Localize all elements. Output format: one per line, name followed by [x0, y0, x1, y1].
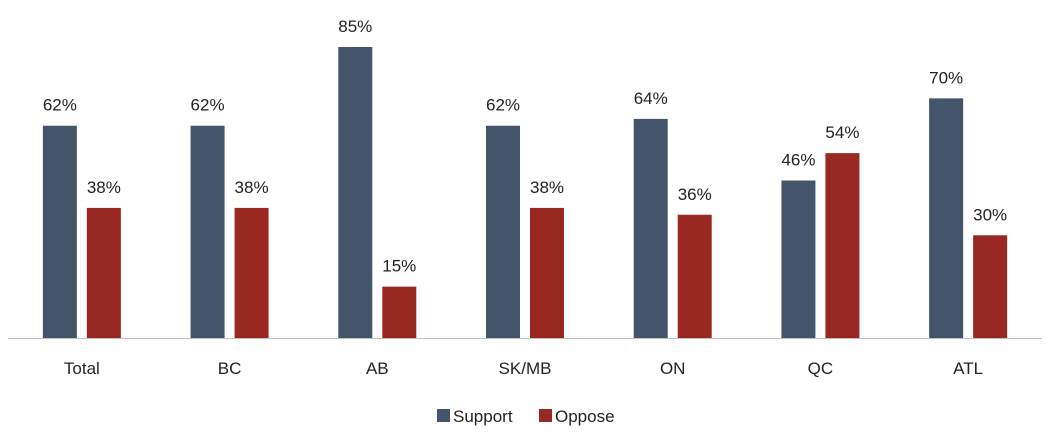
- x-tick-label: Total: [64, 359, 100, 378]
- data-label-oppose-sk-mb: 38%: [530, 178, 564, 197]
- x-axis-tick-labels: Total BC AB SK/MB ON QC ATL: [64, 359, 983, 378]
- bar-oppose-on: [677, 214, 712, 338]
- bar-support-on: [633, 118, 668, 338]
- data-label-oppose-atl: 30%: [973, 205, 1007, 224]
- legend-swatch-support: [437, 409, 450, 422]
- bars-layer: [42, 47, 1008, 339]
- data-label-support-sk-mb: 62%: [486, 96, 520, 115]
- bar-oppose-sk-mb: [530, 207, 564, 338]
- bar-support-ab: [338, 47, 373, 338]
- data-label-support-on: 64%: [634, 89, 668, 108]
- bar-support-bc: [190, 125, 225, 338]
- x-tick-label: ON: [660, 359, 686, 378]
- bar-support-sk-mb: [486, 125, 520, 338]
- data-label-support-ab: 85%: [338, 17, 372, 36]
- data-label-support-bc: 62%: [191, 96, 225, 115]
- data-label-oppose-total: 38%: [87, 178, 121, 197]
- data-label-support-atl: 70%: [929, 68, 963, 87]
- x-tick-label: ATL: [953, 359, 983, 378]
- data-label-oppose-bc: 38%: [235, 178, 269, 197]
- bar-support-total: [42, 125, 77, 338]
- legend: Support Oppose: [437, 407, 615, 426]
- legend-label-oppose: Oppose: [555, 407, 615, 426]
- bar-support-qc: [781, 180, 816, 338]
- x-tick-label: SK/MB: [499, 359, 552, 378]
- data-label-support-total: 62%: [43, 96, 77, 115]
- bar-oppose-qc: [825, 153, 860, 338]
- legend-swatch-oppose: [539, 409, 552, 422]
- x-tick-label: AB: [366, 359, 389, 378]
- data-labels-layer: 62% 38% 62% 38% 85% 15% 62% 38% 64% 36% 46% 54% 70% 3…: [43, 17, 1007, 276]
- bar-oppose-bc: [234, 207, 269, 338]
- bar-oppose-atl: [973, 235, 1008, 338]
- bar-support-atl: [929, 98, 964, 339]
- x-tick-label: BC: [218, 359, 242, 378]
- data-label-oppose-on: 36%: [678, 185, 712, 204]
- data-label-oppose-qc: 54%: [825, 123, 859, 142]
- x-tick-label: QC: [808, 359, 834, 378]
- bar-oppose-total: [86, 207, 121, 338]
- data-label-support-qc: 46%: [781, 151, 815, 170]
- bar-oppose-ab: [382, 286, 417, 338]
- data-label-oppose-ab: 15%: [382, 257, 416, 276]
- legend-label-support: Support: [453, 407, 513, 426]
